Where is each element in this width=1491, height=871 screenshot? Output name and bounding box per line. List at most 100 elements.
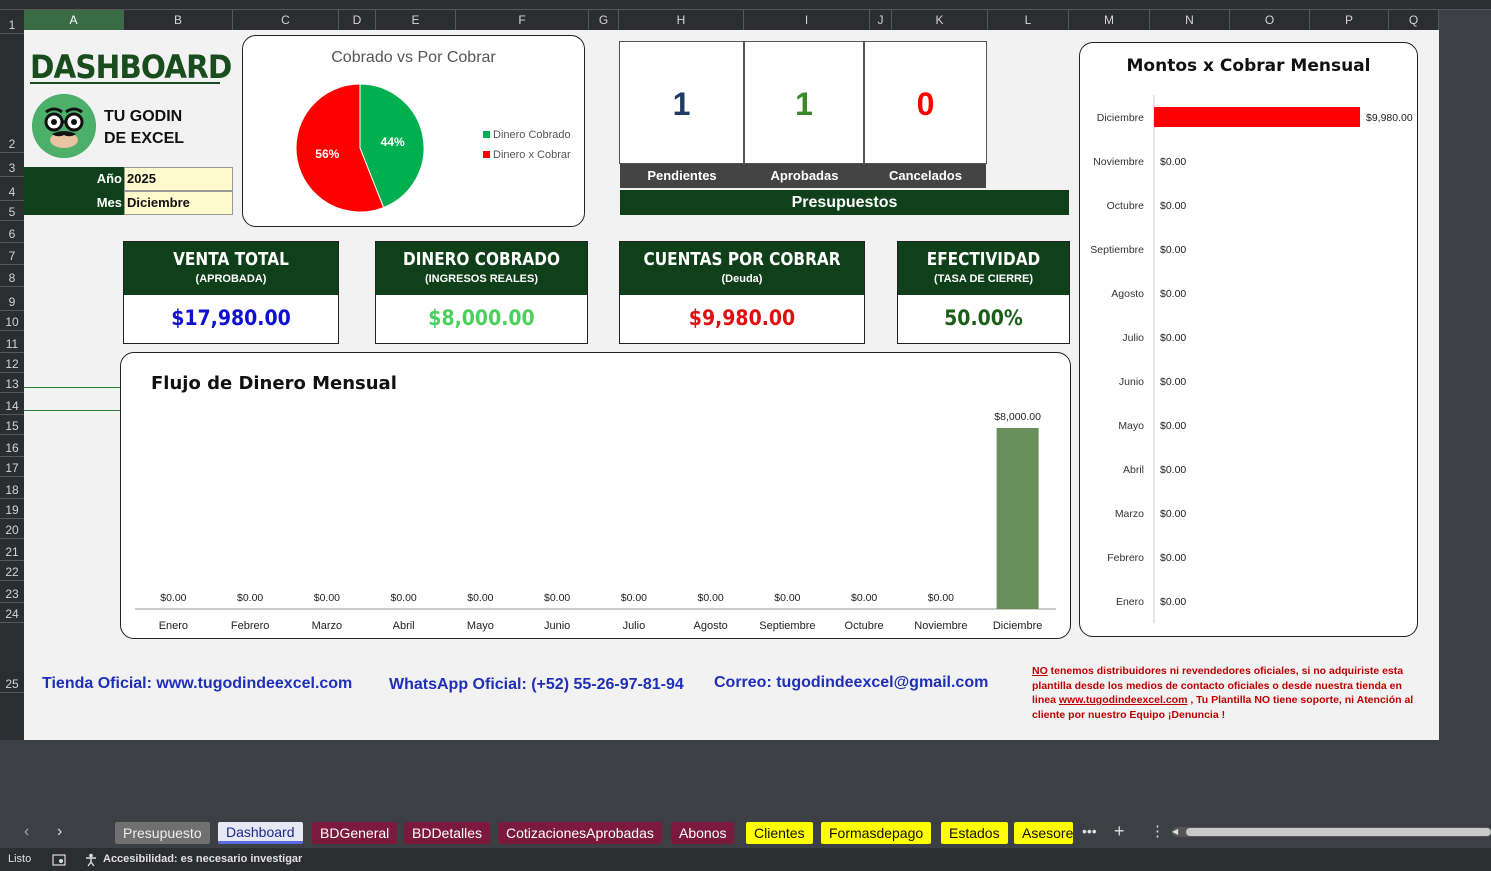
tab-presupuesto[interactable]: Presupuesto xyxy=(115,822,210,844)
tab-clientes[interactable]: Clientes xyxy=(746,822,813,844)
row-header[interactable]: 6 xyxy=(0,221,24,243)
row-header[interactable]: 13 xyxy=(0,373,24,393)
tab-formasdepago[interactable]: Formasdepago xyxy=(821,822,932,844)
nav-next-icon[interactable]: › xyxy=(57,823,63,840)
disclaimer-link[interactable]: www.tugodindeexcel.com xyxy=(1058,694,1188,706)
column-header[interactable]: M xyxy=(1069,10,1150,30)
row-header[interactable]: 25 xyxy=(0,623,24,693)
row-header[interactable]: 19 xyxy=(0,499,24,519)
tab-asesores[interactable]: Asesores xyxy=(1014,822,1073,844)
scroll-left-icon[interactable]: ◀ xyxy=(1172,827,1179,836)
counter-label: Pendientes xyxy=(620,164,744,188)
column-header[interactable]: I xyxy=(744,10,870,30)
row-header[interactable]: 17 xyxy=(0,457,24,477)
column-header[interactable]: Q xyxy=(1389,10,1439,30)
row-header[interactable]: 21 xyxy=(0,539,24,561)
row-header[interactable]: 10 xyxy=(0,311,24,331)
email-link[interactable]: Correo: tugodindeexcel@gmail.com xyxy=(714,674,989,691)
tab-abonos[interactable]: Abonos xyxy=(671,822,735,844)
bar-value-label: $0.00 xyxy=(928,592,954,604)
row-header[interactable]: 1 xyxy=(0,18,24,34)
month-input[interactable]: Diciembre xyxy=(124,191,233,215)
column-header[interactable]: L xyxy=(988,10,1069,30)
row-header[interactable]: 7 xyxy=(0,243,24,265)
tab-bddetalles[interactable]: BDDetalles xyxy=(404,822,491,844)
whatsapp-link[interactable]: WhatsApp Oficial: (+52) 55-26-97-81-94 xyxy=(389,676,684,693)
pie-chart-card[interactable]: Cobrado vs Por Cobrar 44% 56% Dinero Cobr… xyxy=(242,35,585,227)
row-header[interactable]: 5 xyxy=(0,201,24,221)
column-header[interactable]: G xyxy=(589,10,619,30)
legend-label: Dinero Cobrado xyxy=(493,129,571,141)
row-header[interactable]: 20 xyxy=(0,519,24,539)
column-header[interactable]: J xyxy=(870,10,892,30)
column-header[interactable]: D xyxy=(339,10,376,30)
year-input[interactable]: 2025 xyxy=(124,167,233,191)
kpi-title: DINERO COBRADO xyxy=(402,249,560,270)
bar-category-label: Diciembre xyxy=(993,620,1043,632)
tab-options-icon[interactable]: ⋮ xyxy=(1150,823,1165,840)
bar-category-label: Mayo xyxy=(467,620,494,632)
bar-value-label: $0.00 xyxy=(160,592,186,604)
disclaimer: NO tenemos distribuidores ni revendedore… xyxy=(1032,664,1424,722)
kpi-subtitle: (Deuda) xyxy=(721,273,763,285)
column-header[interactable]: H xyxy=(619,10,744,30)
horizontal-scrollbar[interactable]: ◀ xyxy=(1172,827,1491,837)
worksheet[interactable]: DASHBOARD TU GODIN DE EXCEL Año 2025 Mes… xyxy=(24,30,1439,740)
status-accessibility[interactable]: Accesibilidad: es necesario investigar xyxy=(103,853,303,865)
store-link[interactable]: Tienda Oficial: www.tugodindeexcel.com xyxy=(42,675,353,692)
logo-text: TU GODIN DE EXCEL xyxy=(104,106,184,150)
bar-category-label: Julio xyxy=(623,620,646,632)
hbar-category-label: Julio xyxy=(1122,332,1144,344)
status-ready: Listo xyxy=(8,853,32,865)
row-header[interactable]: 3 xyxy=(0,153,24,177)
hbar-value-label: $0.00 xyxy=(1160,596,1186,608)
row-header[interactable]: 23 xyxy=(0,581,24,603)
tab-bdgeneral[interactable]: BDGeneral xyxy=(312,822,398,844)
pie-slice xyxy=(295,83,385,213)
macro-record-icon[interactable] xyxy=(52,848,68,871)
row-header[interactable]: 24 xyxy=(0,603,24,623)
column-header[interactable]: C xyxy=(233,10,339,30)
bar-chart-card[interactable]: Flujo de Dinero Mensual $0.00 Enero $0.00 F… xyxy=(120,352,1071,639)
row-header[interactable]: 8 xyxy=(0,265,24,287)
bar xyxy=(996,428,1039,609)
column-header[interactable]: N xyxy=(1150,10,1230,30)
column-header[interactable]: P xyxy=(1310,10,1389,30)
column-header[interactable]: K xyxy=(892,10,988,30)
more-tabs-icon[interactable]: ••• xyxy=(1082,823,1097,839)
godin-logo-icon xyxy=(32,94,96,158)
row-header[interactable]: 4 xyxy=(0,177,24,201)
column-header[interactable]: A xyxy=(24,10,124,30)
nav-prev-icon[interactable]: ‹ xyxy=(24,823,30,840)
accessibility-icon[interactable] xyxy=(84,848,100,871)
scrollbar-thumb[interactable] xyxy=(1186,828,1491,836)
column-header[interactable]: B xyxy=(124,10,233,30)
hbar-value-label: $0.00 xyxy=(1160,200,1186,212)
tab-cotizaciones-aprobadas[interactable]: CotizacionesAprobadas xyxy=(498,822,662,844)
column-header[interactable]: F xyxy=(456,10,589,30)
row-header[interactable]: 16 xyxy=(0,435,24,457)
row-header[interactable]: 9 xyxy=(0,287,24,311)
row-header[interactable]: 11 xyxy=(0,331,24,353)
hbar-chart-card[interactable]: Montos x Cobrar Mensual Diciembre $9,980.… xyxy=(1079,42,1418,637)
logo-text-line2: DE EXCEL xyxy=(104,130,185,147)
row-header[interactable]: 22 xyxy=(0,561,24,581)
legend-swatch xyxy=(483,131,490,138)
row-header[interactable]: 15 xyxy=(0,415,24,435)
column-header[interactable]: E xyxy=(376,10,456,30)
hbar-category-label: Noviembre xyxy=(1093,156,1144,168)
row-header[interactable]: 2 xyxy=(0,34,24,153)
bar-category-label: Junio xyxy=(544,620,570,632)
pie-slice xyxy=(359,83,425,209)
hbar-category-label: Agosto xyxy=(1111,288,1144,300)
hbar-value-label: $0.00 xyxy=(1160,376,1186,388)
toolbar-strip xyxy=(0,0,1491,10)
row-header[interactable]: 14 xyxy=(0,393,24,415)
row-header[interactable]: 12 xyxy=(0,353,24,373)
tab-dashboard[interactable]: Dashboard xyxy=(218,822,303,844)
tab-estados[interactable]: Estados xyxy=(941,822,1008,844)
add-sheet-icon[interactable]: + xyxy=(1114,821,1125,841)
row-header[interactable]: 18 xyxy=(0,477,24,499)
hbar-category-label: Mayo xyxy=(1118,420,1144,432)
column-header[interactable]: O xyxy=(1230,10,1310,30)
